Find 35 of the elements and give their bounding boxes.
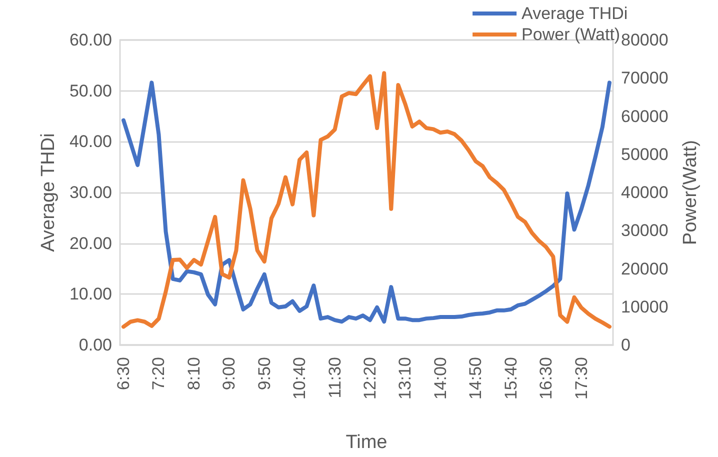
x-tick-label: 9:50 <box>254 357 274 390</box>
legend-label: Average THDi <box>522 4 628 23</box>
y-axis-title: Average THDi <box>38 133 59 252</box>
y2-tick-label: 10000 <box>621 297 668 316</box>
y-tick-label: 0.00 <box>78 336 112 354</box>
y-tick-label: 60.00 <box>69 30 112 50</box>
y-tick-label: 40.00 <box>69 132 112 152</box>
x-tick-label: 12:20 <box>360 357 380 400</box>
x-tick-label: 7:20 <box>149 357 168 390</box>
x-tick-label: 14:00 <box>430 357 450 400</box>
x-tick-label: 9:00 <box>220 357 239 390</box>
x-tick-label: 15:40 <box>501 357 520 400</box>
x-tick-label: 16:30 <box>536 357 556 400</box>
y2-tick-label: 0 <box>621 336 630 354</box>
y2-tick-label: 70000 <box>621 68 668 88</box>
x-tick-label: 6:30 <box>114 357 134 390</box>
y2-tick-label: 60000 <box>621 106 668 126</box>
y-tick-label: 30.00 <box>69 183 112 202</box>
x-tick-label: 17:30 <box>572 357 591 400</box>
x-tick-label: 14:50 <box>466 357 486 400</box>
x-axis-title: Time <box>346 432 388 453</box>
x-tick-label: 8:10 <box>184 357 204 390</box>
y2-axis-title: Power(Watt) <box>680 140 701 245</box>
y-tick-label: 10.00 <box>69 284 112 304</box>
x-tick-label: 13:10 <box>396 357 415 400</box>
y2-tick-label: 80000 <box>621 30 668 50</box>
y-tick-label: 20.00 <box>69 234 112 253</box>
y2-tick-label: 30000 <box>621 221 668 240</box>
legend-label: Power (Watt) <box>522 25 620 44</box>
y2-tick-label: 20000 <box>621 259 668 278</box>
y-tick-label: 50.00 <box>69 81 112 100</box>
y2-tick-label: 40000 <box>621 183 668 202</box>
x-tick-label: 11:30 <box>325 357 344 398</box>
y2-tick-label: 50000 <box>621 144 668 164</box>
x-tick-label: 10:40 <box>290 357 310 400</box>
